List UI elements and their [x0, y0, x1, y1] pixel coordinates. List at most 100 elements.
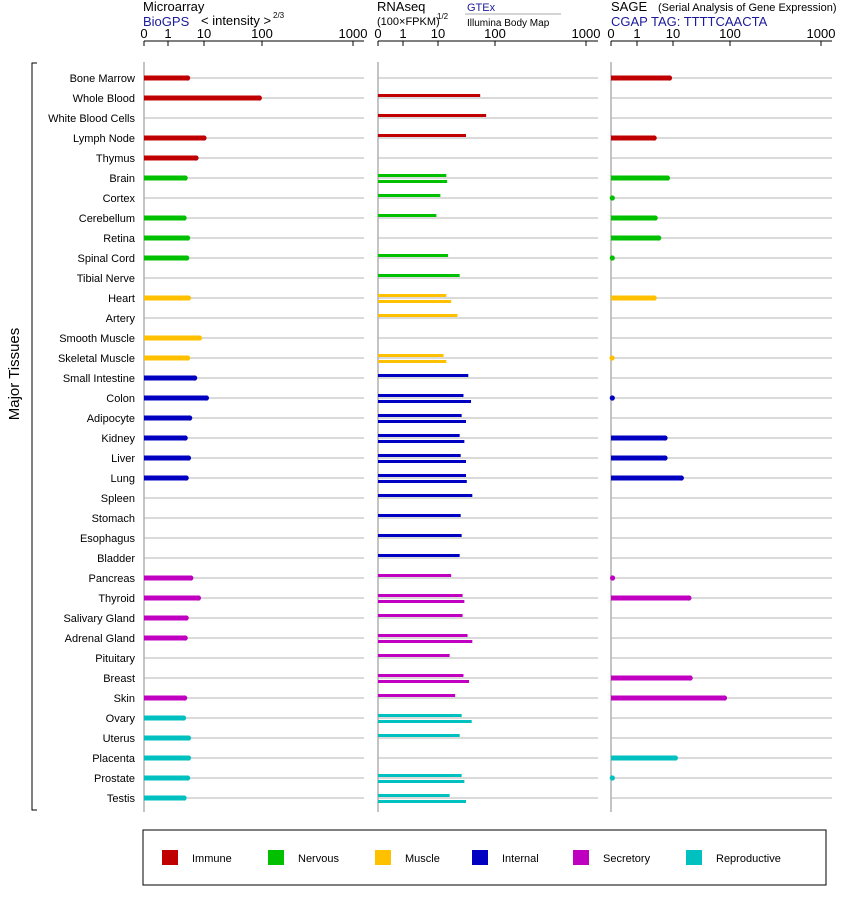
tissue-label: Stomach: [92, 513, 135, 525]
microarray-bar-cap: [181, 795, 187, 801]
rnaseq-bar: [378, 134, 467, 137]
microarray-bar: [144, 375, 195, 381]
microarray-bar-cap: [184, 235, 191, 241]
microarray-bar-cap: [192, 375, 198, 381]
y-axis-label: Major Tissues: [6, 328, 23, 421]
rnaseq-bar: [378, 474, 467, 477]
rnaseq-bar: [378, 654, 450, 657]
microarray-bar-cap: [183, 615, 189, 621]
tissue-label: Small Intestine: [63, 373, 135, 385]
sage-bar-cap: [662, 435, 668, 441]
tissue-label: White Blood Cells: [48, 113, 135, 125]
rnaseq-bar: [378, 634, 468, 637]
sage-bar-cap: [609, 575, 616, 581]
rnaseq-bar: [378, 714, 462, 717]
rnaseq-bar: [378, 274, 460, 277]
illumina-label: Illumina Body Map: [467, 18, 550, 29]
sage-bar: [611, 595, 689, 601]
rnaseq-bar: [378, 734, 460, 737]
sage-bar-cap: [651, 295, 657, 301]
microarray-bar-cap: [182, 175, 188, 181]
tissue-label: Adrenal Gland: [65, 633, 135, 645]
gtex-link[interactable]: GTEx: [467, 2, 496, 14]
microarray-bar-cap: [185, 755, 192, 761]
microarray-bar-cap: [182, 435, 188, 441]
rnaseq-bar: [378, 534, 462, 537]
microarray-bar: [144, 795, 185, 801]
microarray-bar-cap: [187, 415, 193, 421]
fpkm-units: (100×FPKM): [377, 16, 440, 28]
sage-tick-label: 10: [666, 26, 680, 41]
intensity-exponent: 2/3: [273, 11, 285, 20]
tissue-label: Ovary: [106, 713, 136, 725]
sage-bar-cap: [651, 135, 657, 141]
microarray-bar: [144, 475, 187, 481]
sage-bar: [611, 475, 682, 481]
sage-bar-cap: [672, 755, 678, 761]
legend-swatch: [268, 850, 284, 865]
tissue-label: Bone Marrow: [70, 73, 135, 85]
sage-bar-cap: [656, 235, 662, 241]
rnaseq-bar: [378, 374, 469, 377]
sage-bar: [611, 295, 655, 301]
tissue-label: Testis: [107, 793, 136, 805]
rnaseq-title: RNAseq: [377, 0, 425, 14]
sage-bar: [611, 455, 666, 461]
microarray-bar: [144, 75, 188, 81]
microarray-bar: [144, 635, 186, 641]
tissue-label: Adipocyte: [87, 413, 135, 425]
microarray-bar-cap: [181, 215, 187, 221]
cgap-tag[interactable]: CGAP TAG: TTTTCAACTA: [611, 14, 768, 29]
tissue-label: Pituitary: [95, 653, 135, 665]
tissue-bracket: [31, 62, 37, 811]
tissue-labels: Bone Marrow Whole Blood White Blood Cells L…: [48, 73, 136, 805]
microarray-header: Microarray BioGPS < intensity > 2/3: [143, 0, 285, 29]
sage-bar-cap: [652, 215, 658, 221]
microarray-title: Microarray: [143, 0, 205, 14]
microarray-bar-cap: [184, 355, 191, 361]
legend-label: Muscle: [405, 853, 440, 865]
microarray-bar-cap: [185, 735, 192, 741]
rnaseq-bar: [378, 114, 487, 117]
sage-description: (Serial Analysis of Gene Expression): [658, 2, 837, 14]
sage-bar-cap: [664, 175, 671, 181]
sage-bar: [611, 435, 666, 441]
sage-bar: [611, 175, 668, 181]
microarray-bar: [144, 415, 190, 421]
fpkm-exponent: 1/2: [437, 12, 449, 21]
sage-bar-cap: [609, 775, 615, 781]
biogps-link[interactable]: BioGPS: [143, 14, 190, 29]
sage-bar-cap: [609, 355, 615, 361]
tissue-label: Smooth Muscle: [59, 333, 135, 345]
legend-swatch: [375, 850, 391, 865]
rnaseq-bar: [378, 800, 467, 803]
tissue-label: Salivary Gland: [63, 613, 135, 625]
microarray-bar: [144, 235, 188, 241]
sage-bar-cap: [678, 475, 684, 481]
rnaseq-panel: 0 1 10 100 1000: [374, 26, 600, 812]
microarray-bar-cap: [182, 695, 188, 701]
tissue-label: Kidney: [101, 433, 135, 445]
rnaseq-bar: [378, 460, 467, 463]
tissue-label: Artery: [106, 313, 136, 325]
legend-swatch: [686, 850, 702, 865]
rnaseq-bar: [378, 314, 458, 317]
tissue-label: Thymus: [96, 153, 136, 165]
tissue-label: Whole Blood: [73, 93, 135, 105]
microarray-bar-cap: [203, 395, 210, 401]
rnaseq-bar: [378, 514, 461, 517]
sage-bar-cap: [666, 75, 673, 81]
rnaseq-tick-label: 10: [431, 26, 445, 41]
rnaseq-bar: [378, 454, 461, 457]
rnaseq-bar: [378, 194, 441, 197]
rnaseq-tick-label: 100: [484, 26, 506, 41]
legend-swatch: [573, 850, 589, 865]
microarray-bar: [144, 215, 185, 221]
sage-bar: [611, 215, 656, 221]
microarray-bar: [144, 295, 189, 301]
rnaseq-bar: [378, 720, 472, 723]
sage-bar: [611, 755, 676, 761]
sage-bar-cap: [609, 395, 615, 401]
rnaseq-bar: [378, 594, 463, 597]
